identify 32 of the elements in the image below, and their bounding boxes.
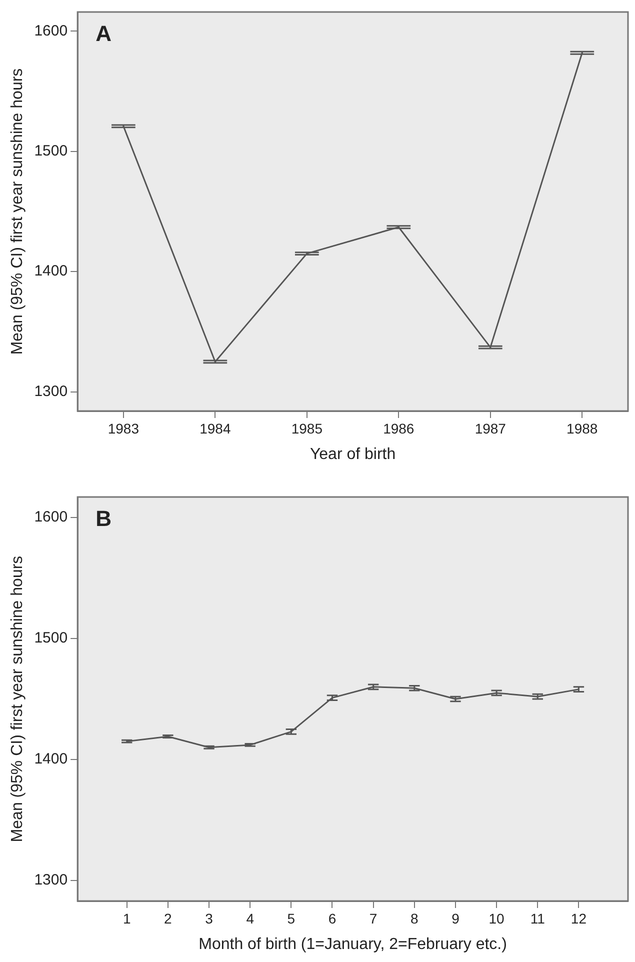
x-tick-label: 1987 xyxy=(474,420,506,436)
x-axis-title: Month of birth (1=January, 2=February etc.) xyxy=(198,936,507,953)
x-tick-label: 10 xyxy=(488,910,505,926)
y-tick-label: 1500 xyxy=(34,142,68,160)
x-tick-label: 1988 xyxy=(566,420,598,436)
x-tick-label: 1984 xyxy=(200,420,231,436)
annotation: A xyxy=(96,21,112,46)
x-tick-label: 3 xyxy=(205,910,214,926)
x-tick-label: 9 xyxy=(452,910,460,926)
y-tick-label: 1600 xyxy=(34,508,68,526)
x-tick-label: 4 xyxy=(246,910,254,926)
annotation: B xyxy=(96,506,112,532)
x-tick-label: 1986 xyxy=(383,420,414,436)
x-tick-label: 5 xyxy=(287,910,296,926)
x-tick-label: 1 xyxy=(122,910,131,926)
x-tick-label: 1985 xyxy=(291,420,323,436)
x-tick-label: 12 xyxy=(570,910,587,926)
x-tick-label: 11 xyxy=(530,910,546,926)
x-axis-title: Year of birth xyxy=(310,446,396,463)
y-tick-label: 1500 xyxy=(34,630,68,647)
y-tick-label: 1600 xyxy=(34,22,68,40)
x-tick-label: 8 xyxy=(410,910,418,926)
x-tick-label: 2 xyxy=(164,910,172,926)
y-tick-label: 1300 xyxy=(34,382,68,400)
y-axis-title: Mean (95% CI) first year sunshine hours xyxy=(9,556,26,842)
x-tick-label: 1983 xyxy=(108,420,140,436)
y-tick-label: 1400 xyxy=(34,262,68,280)
x-tick-label: 6 xyxy=(328,910,336,926)
y-axis-title: Mean (95% CI) first year sunshine hours xyxy=(9,68,26,355)
y-tick-label: 1400 xyxy=(34,750,68,768)
x-tick-label: 7 xyxy=(369,910,378,926)
y-tick-label: 1300 xyxy=(34,872,68,889)
